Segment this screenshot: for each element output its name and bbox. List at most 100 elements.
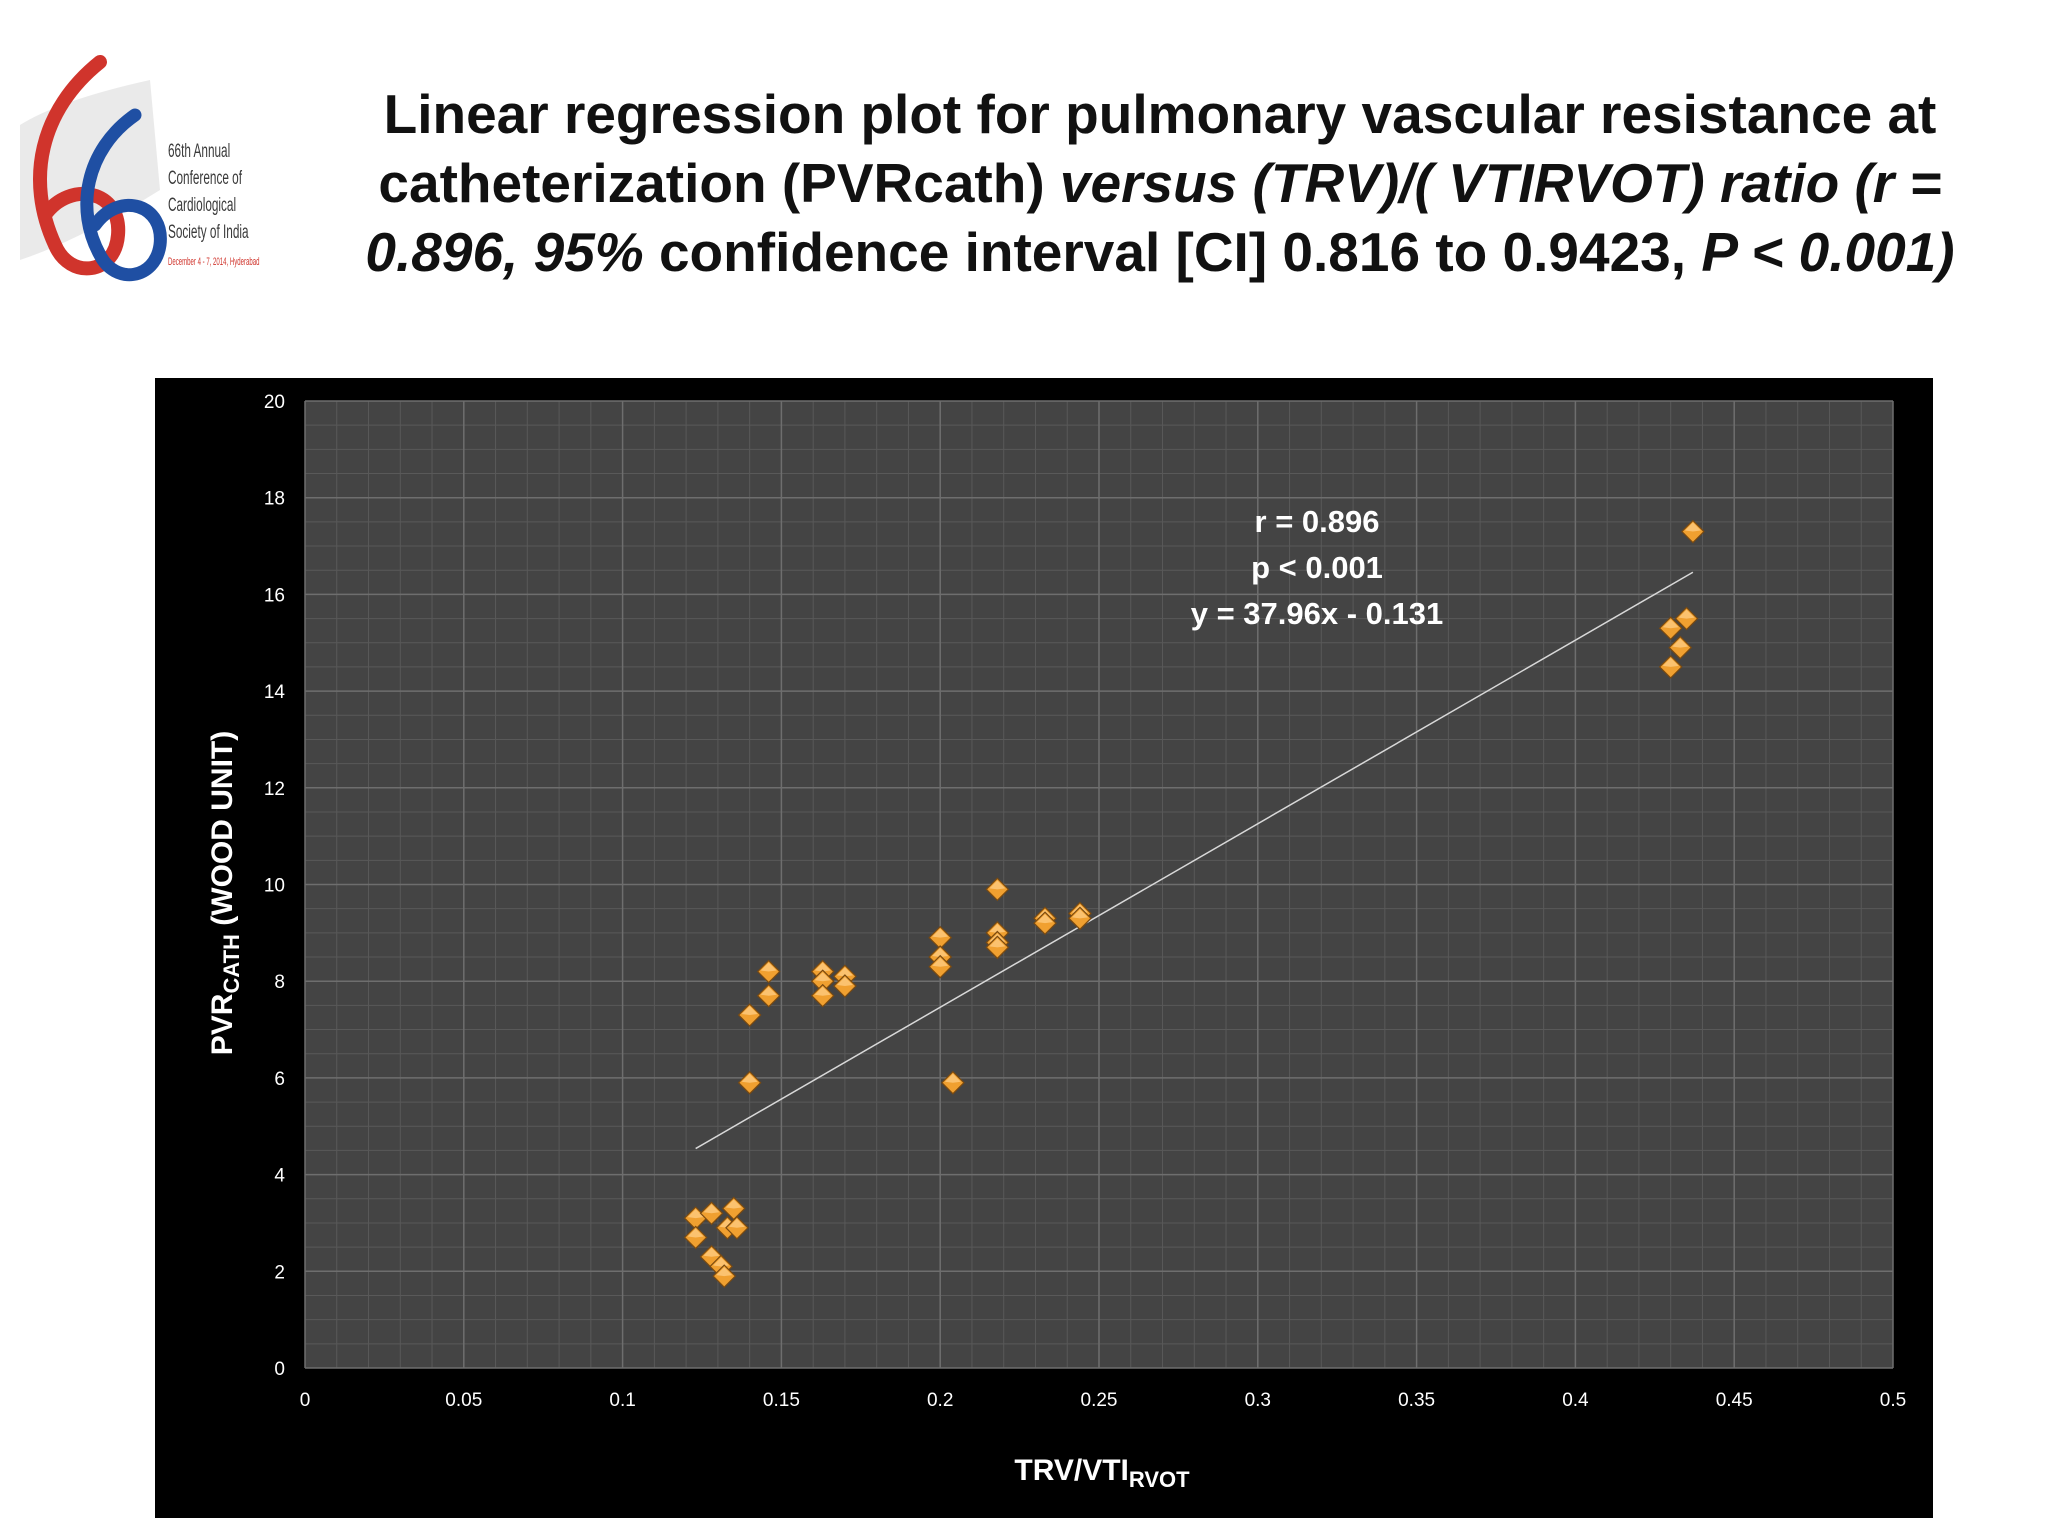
y-tick-label: 0 xyxy=(274,1359,285,1380)
point-highlight xyxy=(989,938,1006,948)
point-highlight xyxy=(814,986,831,996)
logo-line: 66th Annual xyxy=(168,141,231,162)
point-marker xyxy=(1674,606,1699,631)
x-tick-label: 0 xyxy=(300,1390,311,1411)
data-point xyxy=(721,1196,746,1221)
x-tick-label: 0.35 xyxy=(1398,1390,1435,1411)
point-highlight xyxy=(836,977,853,987)
point-highlight xyxy=(944,1073,961,1083)
y-tick-label: 6 xyxy=(274,1069,285,1090)
data-point xyxy=(833,974,857,998)
chart-panel: 0 0.05 0.1 0.15 0.2 0.25 0.3 0.35 0.4 0.45 0.5 0 2 4… xyxy=(155,378,1933,1518)
y-tick-label: 18 xyxy=(264,489,285,510)
major-grid xyxy=(304,400,1894,1369)
x-tick-label: 0.4 xyxy=(1562,1390,1589,1411)
data-point xyxy=(1658,616,1683,641)
y-axis-label-main: PVR xyxy=(206,993,239,1055)
x-tick-label: 0.45 xyxy=(1716,1390,1753,1411)
point-highlight xyxy=(687,1209,704,1219)
point-highlight xyxy=(836,967,853,977)
point-highlight xyxy=(814,972,831,982)
data-point xyxy=(737,1003,762,1027)
y-tick-label: 4 xyxy=(274,1166,285,1187)
data-point xyxy=(725,1215,749,1240)
slide-title: Linear regression plot for pulmonary vas… xyxy=(300,80,2020,287)
title-text-italic: P < 0.001) xyxy=(1701,221,1955,283)
x-tick-label: 0.2 xyxy=(927,1390,953,1411)
data-point xyxy=(1674,606,1699,631)
y-tick-label: 20 xyxy=(264,392,285,413)
data-point xyxy=(985,935,1010,960)
point-marker xyxy=(985,877,1010,902)
y-tick-label: 2 xyxy=(274,1262,285,1283)
y-axis-label-tail: (WOOD UNIT) xyxy=(206,731,239,934)
x-tick-label: 0.15 xyxy=(763,1390,800,1411)
title-text-italic: versus (TRV)/( VTIRVOT) ratio (r = 0.896… xyxy=(365,152,1942,283)
point-highlight xyxy=(1678,609,1695,619)
logo-dates: December 4 - 7, 2014, Hyderabad xyxy=(168,256,260,268)
y-tick-label: 14 xyxy=(264,682,286,703)
point-highlight xyxy=(703,1204,720,1214)
point-highlight xyxy=(713,1257,730,1267)
logo-line: Conference of xyxy=(168,168,243,189)
data-point xyxy=(928,954,953,979)
title-text: confidence interval [CI] 0.816 to 0.9423… xyxy=(643,221,1702,283)
point-highlight xyxy=(716,1267,733,1277)
data-point xyxy=(756,983,781,1008)
point-highlight xyxy=(1071,909,1088,919)
y-tick-label: 8 xyxy=(274,972,285,993)
x-tick-label: 0.5 xyxy=(1880,1390,1906,1411)
y-tick-label: 12 xyxy=(264,779,285,800)
logo-emblem xyxy=(20,55,167,282)
point-highlight xyxy=(1672,638,1689,648)
annotation-r: r = 0.896 xyxy=(1255,504,1380,539)
data-point xyxy=(712,1264,737,1288)
data-point xyxy=(1658,655,1683,679)
point-highlight xyxy=(1662,619,1679,629)
logo-line: Society of India xyxy=(168,222,249,243)
point-highlight xyxy=(728,1218,745,1228)
stats-annotation: r = 0.896 p < 0.001 y = 37.96x - 0.131 xyxy=(1191,504,1444,631)
point-highlight xyxy=(687,1228,704,1238)
y-axis-ticks: 0 2 4 6 8 10 12 14 16 18 20 xyxy=(264,392,286,1380)
point-highlight xyxy=(1037,914,1054,924)
point-marker xyxy=(683,1225,708,1250)
data-point xyxy=(756,959,781,984)
y-tick-label: 16 xyxy=(264,585,285,606)
data-point xyxy=(1668,635,1693,660)
data-point xyxy=(1068,906,1092,931)
data-points xyxy=(683,519,1705,1288)
point-highlight xyxy=(932,928,949,938)
x-tick-label: 0.3 xyxy=(1245,1390,1271,1411)
point-highlight xyxy=(1662,657,1679,667)
x-tick-label: 0.1 xyxy=(609,1390,635,1411)
point-highlight xyxy=(989,923,1006,933)
logo-line: Cardiological xyxy=(168,195,237,216)
point-highlight xyxy=(760,962,777,972)
data-point xyxy=(941,1070,965,1095)
point-highlight xyxy=(760,986,777,996)
data-point xyxy=(699,1201,724,1226)
point-marker xyxy=(1033,911,1057,936)
x-axis-ticks: 0 0.05 0.1 0.15 0.2 0.25 0.3 0.35 0.4 0.45 0.5 xyxy=(300,1390,1907,1411)
data-point xyxy=(985,877,1010,902)
data-point xyxy=(810,983,835,1008)
conference-logo: 66th Annual Conference of Cardiological … xyxy=(0,40,290,295)
x-axis-label: TRV/VTIRVOT xyxy=(1014,1454,1190,1492)
y-tick-label: 10 xyxy=(264,876,285,897)
point-highlight xyxy=(1684,522,1701,532)
trendline xyxy=(695,571,1694,1150)
data-point xyxy=(737,1070,762,1095)
point-highlight xyxy=(932,957,949,967)
x-axis-label-main: TRV/VTI xyxy=(1014,1454,1128,1487)
y-axis-label: PVRCATH (WOOD UNIT) xyxy=(206,731,244,1055)
point-highlight xyxy=(741,1006,758,1016)
logo-text: 66th Annual Conference of Cardiological … xyxy=(168,138,249,246)
data-point xyxy=(1681,519,1705,544)
annotation-equation: y = 37.96x - 0.131 xyxy=(1191,596,1444,631)
point-highlight xyxy=(725,1199,742,1209)
y-axis-label-sub: CATH xyxy=(219,934,244,993)
data-point xyxy=(1033,911,1057,936)
data-point xyxy=(683,1225,708,1250)
annotation-p: p < 0.001 xyxy=(1251,550,1383,585)
